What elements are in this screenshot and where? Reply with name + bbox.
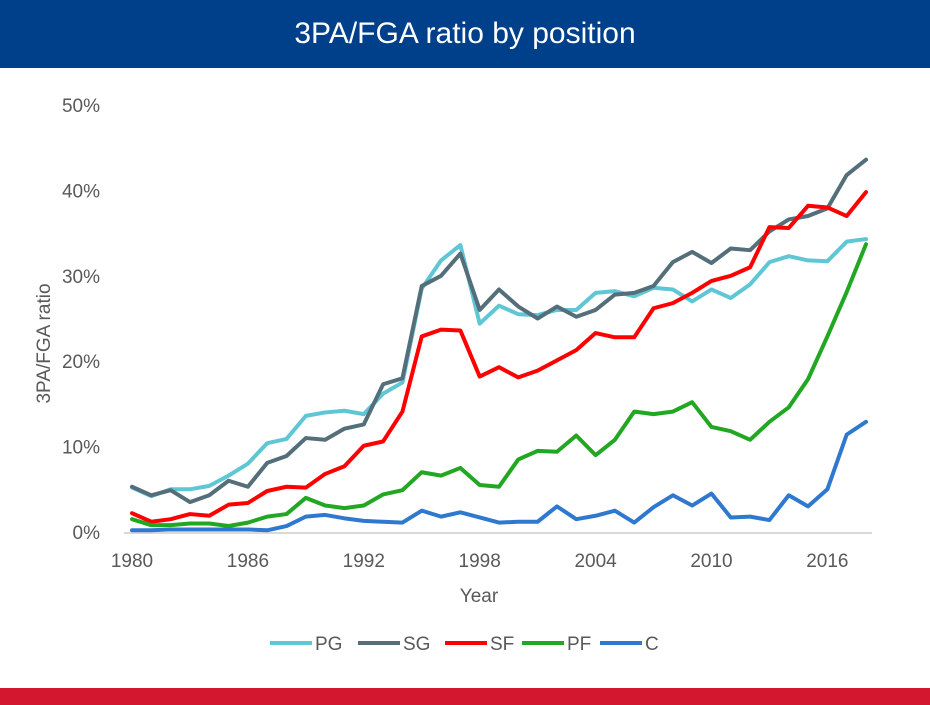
x-tick-label: 2016: [806, 551, 848, 572]
x-tick-label: 1998: [459, 551, 501, 572]
y-tick-label: 0%: [73, 523, 101, 544]
legend-label-sg: SG: [403, 634, 430, 655]
x-tick-label: 1986: [227, 551, 269, 572]
legend-label-c: C: [645, 634, 659, 655]
legend-label-pf: PF: [567, 634, 591, 655]
x-tick-label: 2004: [574, 551, 617, 572]
series-line-pf: [130, 242, 868, 529]
y-tick-label: 30%: [62, 267, 100, 288]
x-axis-title: Year: [460, 586, 499, 607]
series-line-c: [130, 419, 868, 533]
y-tick-label: 10%: [62, 438, 100, 459]
x-tick-label: 2010: [690, 551, 732, 572]
series-line-sf: [130, 190, 868, 524]
series-line-sg: [130, 157, 868, 505]
legend-label-pg: PG: [315, 634, 342, 655]
y-tick-label: 20%: [62, 352, 100, 373]
series-line-pg: [130, 237, 868, 499]
y-tick-label: 40%: [62, 181, 100, 202]
x-tick-label: 1980: [111, 551, 153, 572]
x-tick-label: 1992: [343, 551, 385, 572]
chart-title: 3PA/FGA ratio by position: [0, 0, 930, 68]
footer-bar: [0, 688, 930, 705]
y-tick-label: 50%: [62, 96, 100, 117]
y-axis-title: 3PA/FGA ratio: [34, 283, 55, 403]
legend-label-sf: SF: [490, 634, 514, 655]
